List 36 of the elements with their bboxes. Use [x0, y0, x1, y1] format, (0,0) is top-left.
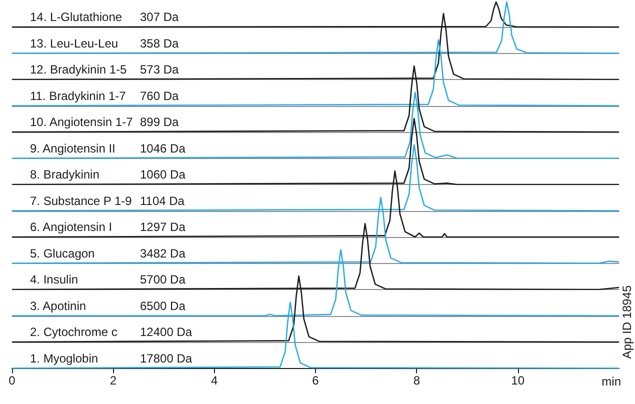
text: App ID 18945 — [620, 284, 634, 359]
annotation: 1060 Da — [140, 168, 186, 182]
series-label: 2. Cytochrome c — [30, 325, 118, 339]
x-tick-label: 0 — [8, 373, 16, 388]
x-tick-label: 4 — [210, 373, 218, 388]
series-label: 5. Glucagon — [30, 246, 95, 260]
annotation: 12400 Da — [140, 325, 192, 339]
annotation: 760 Da — [140, 88, 180, 103]
series-label: 14. L-Glutathione — [30, 10, 122, 24]
annotation: 358 Da — [140, 36, 180, 50]
series-label: 11. Bradykinin 1-7 — [30, 88, 126, 103]
series-label: 3. Apotinin — [30, 298, 86, 313]
series-label: 9. Angiotensin II — [30, 141, 116, 156]
annotation: 17800 Da — [140, 351, 192, 366]
x-tick-label: 2 — [110, 373, 117, 388]
annotation: 307 Da — [140, 10, 180, 24]
annotation: 1297 Da — [140, 220, 186, 234]
annotation: 6500 Da — [140, 298, 186, 313]
x-axis-title: min — [602, 374, 622, 388]
series-label: 1. Myoglobin — [30, 351, 98, 366]
series-label: 8. Bradykinin — [30, 168, 100, 182]
series-label: 7. Substance P 1-9 — [30, 194, 132, 208]
series-label: 6. Angiotensin I — [30, 220, 112, 234]
annotation: 5700 Da — [140, 272, 186, 286]
x-tick-label: 10 — [511, 373, 525, 388]
series-label: 12. Bradykinin 1-5 — [30, 62, 128, 76]
annotation: 3482 Da — [140, 246, 186, 260]
x-tick-label: 6 — [312, 373, 320, 388]
annotation: 573 Da — [140, 62, 180, 76]
annotation: 1046 Da — [140, 141, 186, 156]
annotation: 899 Da — [140, 115, 180, 129]
series-label: 4. Insulin — [30, 272, 78, 286]
x-tick-label: 8 — [413, 373, 420, 388]
series-label: 10. Angiotensin 1-7 — [30, 115, 134, 129]
series-label: 13. Leu-Leu-Leu — [30, 36, 118, 50]
annotation: 1104 Da — [140, 194, 185, 208]
